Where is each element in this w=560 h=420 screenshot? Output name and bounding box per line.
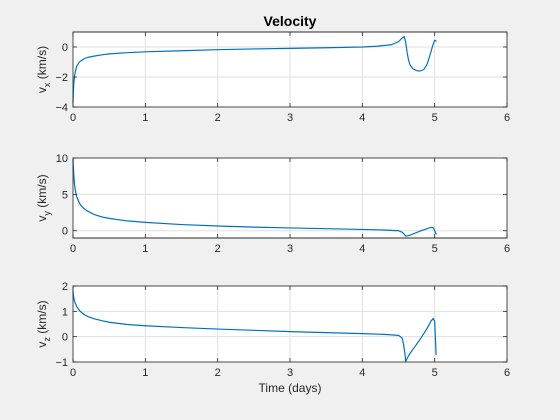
- x-tick-label: 5: [432, 243, 438, 255]
- x-tick-label: 4: [359, 112, 365, 124]
- x-tick-label: 6: [504, 112, 510, 124]
- x-tick-label: 3: [287, 112, 293, 124]
- y-tick-label: −1: [55, 357, 68, 369]
- y-axis-label-main: v: [35, 342, 49, 348]
- x-tick-label: 4: [359, 243, 365, 255]
- y-axis-label-unit: (km/s): [35, 46, 49, 83]
- x-axis-label: Time (days): [259, 381, 322, 395]
- y-tick-label: 10: [56, 153, 68, 165]
- x-tick-label: 1: [142, 243, 148, 255]
- x-tick-label: 2: [215, 367, 221, 379]
- x-tick-label: 3: [287, 367, 293, 379]
- x-tick-label: 2: [215, 243, 221, 255]
- series-line-y: [72, 158, 437, 237]
- x-tick-label: 5: [432, 112, 438, 124]
- y-tick-label: −4: [55, 102, 68, 114]
- y-tick-label: 0: [62, 226, 68, 238]
- x-tick-label: 0: [70, 243, 76, 255]
- y-axis-label: vz (km/s): [35, 300, 52, 347]
- y-axis-label-unit: (km/s): [35, 174, 49, 211]
- y-tick-label: −2: [55, 72, 68, 84]
- y-tick-label: 5: [62, 189, 68, 201]
- y-axis-label-main: v: [35, 87, 49, 93]
- y-tick-label: 2: [62, 281, 68, 293]
- x-tick-label: 0: [70, 367, 76, 379]
- y-axis-label-subscript: z: [42, 337, 52, 342]
- series-line-x: [72, 35, 437, 104]
- y-axis-label-subscript: y: [42, 211, 52, 216]
- x-tick-label: 1: [142, 112, 148, 124]
- y-axis-label: vy (km/s): [35, 174, 52, 221]
- y-axis-label-unit: (km/s): [35, 300, 49, 337]
- x-tick-label: 1: [142, 367, 148, 379]
- y-axis-label: vx (km/s): [35, 46, 52, 93]
- y-tick-label: 1: [62, 306, 68, 318]
- y-tick-label: 0: [62, 332, 68, 344]
- chart-title: Velocity: [264, 13, 317, 29]
- y-axis-label-subscript: x: [42, 82, 52, 87]
- y-tick-label: 0: [62, 42, 68, 54]
- x-tick-label: 6: [504, 243, 510, 255]
- x-tick-label: 2: [215, 112, 221, 124]
- x-tick-label: 5: [432, 367, 438, 379]
- y-axis-label-main: v: [35, 216, 49, 222]
- x-tick-label: 0: [70, 112, 76, 124]
- x-tick-label: 4: [359, 367, 365, 379]
- series-line-z: [72, 290, 437, 363]
- x-tick-label: 3: [287, 243, 293, 255]
- x-tick-label: 6: [504, 367, 510, 379]
